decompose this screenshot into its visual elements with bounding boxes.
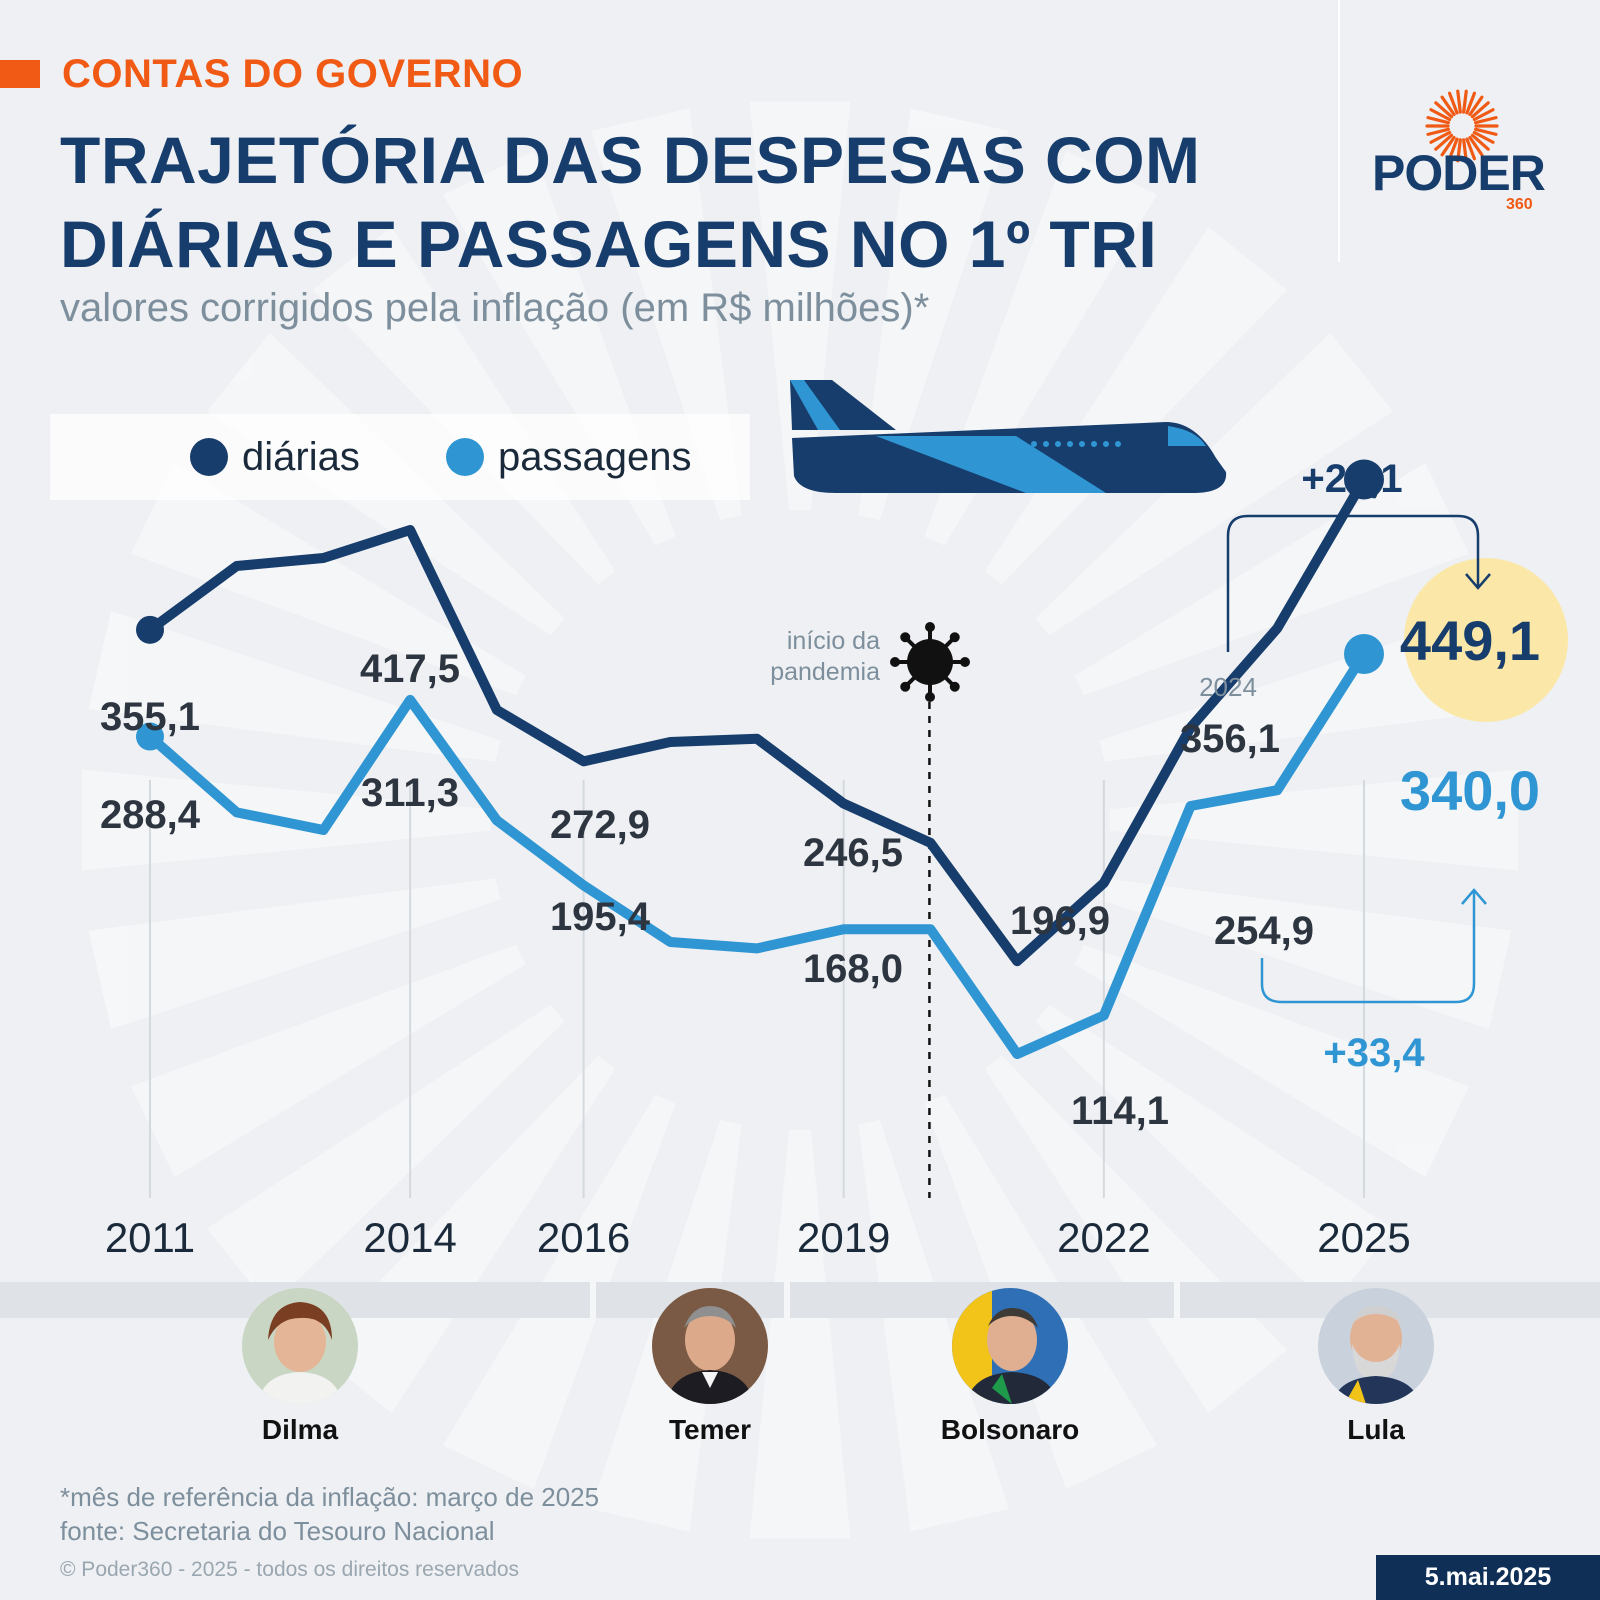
legend-item-passagens: passagens xyxy=(446,432,691,482)
sun-icon xyxy=(1425,89,1499,163)
x-tick-label: 2011 xyxy=(105,1214,195,1261)
footnote-inflation: *mês de referência da inflação: março de… xyxy=(60,1482,600,1512)
virus-icon xyxy=(890,622,970,702)
poder360-logo: PODER 360 xyxy=(1372,88,1546,228)
x-tick-label: 2019 xyxy=(797,1214,890,1261)
footnote-source: fonte: Secretaria do Tesouro Nacional xyxy=(60,1516,495,1546)
data-point xyxy=(1344,634,1384,674)
avatar-lula xyxy=(1318,1288,1434,1404)
page-title: TRAJETÓRIA DAS DESPESAS COM DIÁRIAS E PA… xyxy=(60,123,1201,281)
kicker: CONTAS DO GOVERNO xyxy=(62,52,524,96)
data-label: 114,1 xyxy=(1071,1089,1169,1133)
x-tick-label: 2022 xyxy=(1057,1214,1150,1261)
data-label: 355,1 xyxy=(100,695,200,739)
leader-name-bolsonaro: Bolsonaro xyxy=(940,1414,1080,1445)
passagens-change-arrow xyxy=(1260,892,1476,1004)
data-point xyxy=(1344,459,1384,500)
data-label: 417,5 xyxy=(360,647,460,691)
legend-item-diarias: diárias xyxy=(190,432,360,482)
data-label: 449,1 xyxy=(1400,609,1540,672)
legend-label-passagens: passagens xyxy=(498,434,692,479)
x-tick-label: 2016 xyxy=(537,1214,630,1261)
data-label: 288,4 xyxy=(100,793,201,837)
data-label: 168,0 xyxy=(803,947,903,991)
copyright: © Poder360 - 2025 - todos os direitos re… xyxy=(60,1558,520,1581)
leader-dilma: Dilma xyxy=(220,1288,380,1446)
leader-name-temer: Temer xyxy=(669,1414,751,1445)
data-label: 311,3 xyxy=(361,771,459,815)
series-line-diarias xyxy=(145,474,1369,967)
legend-dot-diarias xyxy=(190,438,228,476)
leader-bolsonaro: Bolsonaro xyxy=(930,1288,1090,1446)
legend-band xyxy=(50,414,750,500)
data-label: 254,9 xyxy=(1214,909,1314,953)
data-label: 195,4 xyxy=(550,895,651,939)
legend-dot-passagens xyxy=(446,438,484,476)
leader-name-lula: Lula xyxy=(1347,1414,1405,1445)
series-line-passagens xyxy=(145,649,1369,1059)
pandemic-label: início da pandemia xyxy=(770,627,880,686)
highlight-circle xyxy=(1404,558,1568,722)
brand-divider xyxy=(1338,0,1340,262)
logo-wordmark: PODER xyxy=(1372,145,1546,201)
data-label: 272,9 xyxy=(550,803,650,847)
leader-temer: Temer xyxy=(630,1288,790,1446)
data-point xyxy=(136,722,164,751)
airplane-icon xyxy=(790,380,1227,493)
kicker-bar xyxy=(0,60,40,88)
data-label: 340,0 xyxy=(1400,759,1540,822)
logo-number: 360 xyxy=(1506,196,1533,213)
year-2024-label: 2024 xyxy=(1199,672,1257,702)
avatar-dilma xyxy=(242,1288,358,1404)
x-tick-label: 2014 xyxy=(363,1214,456,1261)
date-badge: 5.mai.2025 xyxy=(1376,1555,1600,1600)
avatar-bolsonaro xyxy=(952,1288,1068,1404)
arrow-head xyxy=(1461,888,1487,905)
arrow-head xyxy=(1465,573,1491,590)
x-tick-label: 2025 xyxy=(1317,1214,1410,1261)
page-subtitle: valores corrigidos pela inflação (em R$ … xyxy=(60,286,930,330)
avatar-temer xyxy=(652,1288,768,1404)
leader-lula: Lula xyxy=(1296,1288,1456,1446)
data-label: 246,5 xyxy=(803,831,903,875)
legend-label-diarias: diárias xyxy=(242,434,360,479)
diarias-change-label: +26,1 xyxy=(1301,457,1402,501)
leader-name-dilma: Dilma xyxy=(261,1414,339,1445)
data-point xyxy=(136,615,164,644)
diarias-change-arrow xyxy=(1226,514,1480,652)
data-label: 356,1 xyxy=(1180,717,1280,761)
footnote: *mês de referência da inflação: março de… xyxy=(60,1480,599,1548)
passagens-change-label: +33,4 xyxy=(1323,1031,1425,1075)
data-label: 196,9 xyxy=(1010,899,1110,943)
